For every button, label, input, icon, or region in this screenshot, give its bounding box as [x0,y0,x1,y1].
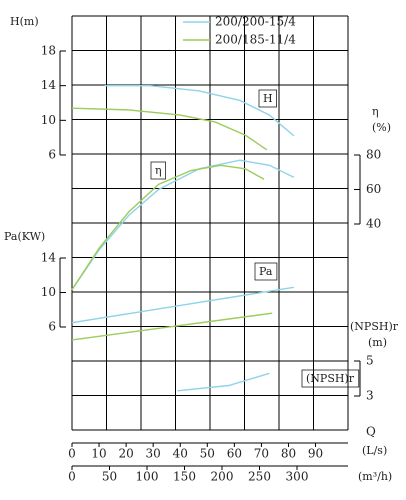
curve [71,286,295,324]
x-axis-label: Q [366,425,376,439]
x2-tick-label: 300 [286,470,309,484]
axis-label: η [372,105,379,118]
axis-label: Pa(KW) [4,230,45,243]
curve [177,372,270,392]
y-tick-label: 14 [41,78,57,92]
x-tick-label: 20 [118,447,133,461]
x-tick-label: 70 [254,447,269,461]
curve [71,159,295,290]
x-tick-label: 0 [68,447,76,461]
axis-label: H(m) [10,15,39,28]
y-tick-label: 10 [41,285,56,299]
curve-tag-box [254,262,278,281]
x2-axis-unit: (m³/h) [358,470,392,483]
y-tick-label: 6 [48,148,56,162]
y-tick-label: 14 [41,251,57,265]
x-tick-label: 10 [91,447,106,461]
x2-tick-label: 100 [136,470,159,484]
y-tick-label: 5 [366,354,374,368]
axis-unit: (m) [368,336,387,349]
axis-label: (NPSH)r [350,320,399,333]
x-tick-label: 80 [281,447,296,461]
curve-tag-box [301,369,360,388]
curve-tag-box [258,89,277,108]
y-tick-label: 40 [366,217,381,231]
x2-tick-label: 0 [68,470,76,484]
x2-tick-label: 250 [248,470,271,484]
legend-label: 200/200-15/4 [215,15,296,29]
x2-tick-label: 150 [173,470,196,484]
legend-label: 200/185-11/4 [215,33,296,47]
curve-tag: H [263,92,273,105]
y-tick-label: 60 [366,182,381,196]
curve [71,312,273,341]
x-tick-label: 50 [200,447,215,461]
curve-tag: (NPSH)r [306,372,355,385]
x-tick-label: 30 [146,447,161,461]
y-tick-label: 10 [41,113,56,127]
y-tick-label: 6 [48,320,56,334]
y-tick-label: 80 [366,148,381,162]
x-tick-label: 60 [227,447,242,461]
curve [71,164,265,290]
curve-tag-box [150,161,166,180]
y-tick-label: 3 [366,389,374,403]
x-axis-unit: (L/s) [362,444,387,457]
curve [71,107,268,151]
curve-tag: η [155,164,162,177]
curve-tag: Pa [259,265,273,278]
curve [104,85,295,137]
axis-unit: (%) [372,121,391,134]
x-tick-label: 90 [308,447,323,461]
x-tick-label: 40 [173,447,188,461]
x2-tick-label: 200 [211,470,234,484]
x2-tick-label: 50 [102,470,117,484]
y-tick-label: 18 [41,44,56,58]
